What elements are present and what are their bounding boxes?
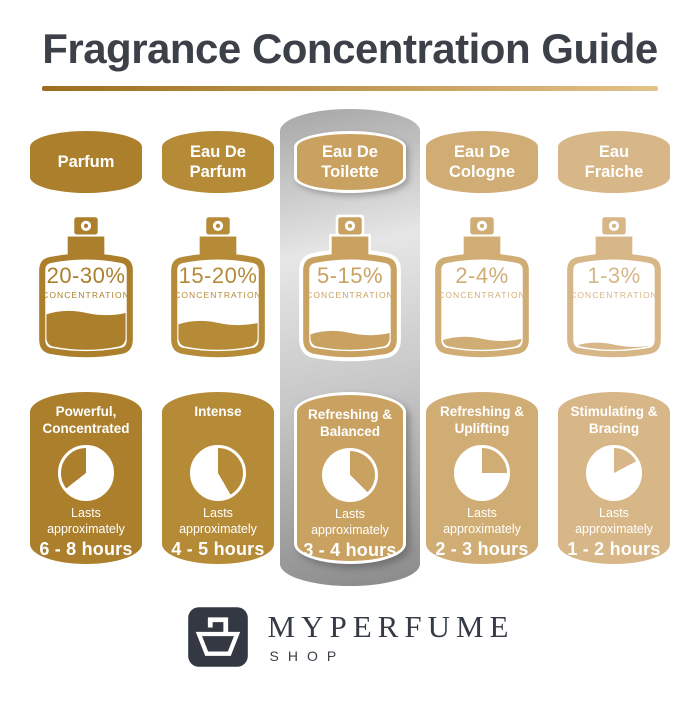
duration-card: Powerful, Concentrated Lasts approximate… [30, 392, 142, 565]
lasts-label: Lasts approximately [179, 506, 257, 536]
concentration-percent: 1-3% [587, 263, 641, 289]
scent-character-line2: Uplifting [454, 421, 510, 437]
logo-cap-icon [207, 617, 228, 635]
bottle-liquid [178, 321, 258, 350]
clock-pie-icon [322, 448, 378, 502]
scent-character-line1: Refreshing & [439, 404, 524, 420]
page-root: Fragrance Concentration Guide Parfum [0, 25, 700, 668]
bottle-graphic [299, 214, 401, 362]
lasts-label: Lasts approximately [575, 506, 653, 536]
category-cap: Eau De Toilette [294, 131, 406, 194]
bottle-collar [463, 236, 501, 257]
scent-character-line2: Balanced [319, 424, 380, 440]
category-name: Eau De Cologne [449, 143, 515, 182]
concentration-text: 5-15% CONCENTRATION [294, 263, 406, 301]
duration-card: Stimulating & Bracing Lasts approximatel… [558, 392, 670, 565]
scent-character-line2: Bracing [588, 421, 640, 437]
footer-brand: MYPERFUME SHOP [0, 606, 700, 668]
clock-pie-icon [454, 445, 510, 502]
scent-character-line1: Powerful, [55, 404, 117, 420]
concentration-percent: 5-15% [316, 263, 384, 289]
duration-value: 2 - 3 hours [435, 539, 529, 560]
lasts-label: Lasts approximately [443, 506, 521, 536]
scent-character-line1: Stimulating & [570, 404, 658, 420]
logo-background [187, 607, 248, 667]
brand-logo [187, 607, 248, 667]
bottle-graphic [167, 214, 269, 362]
concentration-text: 20-30% CONCENTRATION [30, 263, 142, 301]
lasts-label: Lasts approximately [311, 506, 389, 537]
title-underline [42, 86, 658, 92]
duration-value: 1 - 2 hours [567, 539, 661, 560]
concentration-label: CONCENTRATION [174, 290, 262, 301]
fragrance-column-parfum: Parfum [30, 131, 142, 565]
duration-card: Intense Lasts approximately 4 - 5 hours [162, 392, 274, 565]
fragrance-column-eau-de-cologne: Eau De Cologne [426, 131, 538, 565]
duration-value: 4 - 5 hours [171, 539, 265, 560]
bottle-collar [199, 236, 237, 257]
concentration-percent: 2-4% [455, 263, 509, 289]
clock-pie-icon [190, 445, 246, 502]
perfume-bottle-illustration: 1-3% CONCENTRATION [558, 213, 670, 366]
bottle-body [570, 256, 658, 355]
scent-character: Refreshing & Uplifting [440, 403, 524, 437]
lasts-label: Lasts approximately [47, 506, 125, 536]
duration-value: 6 - 8 hours [39, 539, 133, 560]
concentration-label: CONCENTRATION [438, 290, 526, 301]
fragrance-column-eau-fraiche: Eau Fraiche [558, 131, 670, 565]
scent-character-line1: Refreshing & [307, 407, 392, 423]
concentration-text: 15-20% CONCENTRATION [162, 263, 274, 301]
category-name: Eau De Toilette [321, 143, 379, 182]
bottle-liquid [46, 311, 126, 350]
category-name: Eau Fraiche [584, 143, 644, 182]
concentration-percent: 15-20% [178, 263, 258, 289]
concentration-percent: 20-30% [46, 263, 126, 289]
scent-character: Stimulating & Bracing [571, 403, 658, 437]
duration-card: Refreshing & Balanced Lasts approximatel… [294, 392, 406, 565]
category-cap: Eau De Cologne [426, 131, 538, 194]
bottle-body [306, 256, 394, 355]
fragrance-columns: Parfum [0, 109, 700, 587]
category-cap: Eau De Parfum [162, 131, 274, 194]
concentration-label: CONCENTRATION [570, 290, 658, 301]
fragrance-column-eau-de-parfum: Eau De Parfum [162, 131, 274, 565]
bottle-graphic [563, 214, 665, 362]
perfume-bottle-illustration: 2-4% CONCENTRATION [426, 213, 538, 366]
bottle-collar [67, 236, 105, 257]
category-cap: Parfum [30, 131, 142, 194]
fragrance-column-eau-de-toilette: Eau De Toilette [280, 109, 420, 587]
concentration-text: 2-4% CONCENTRATION [426, 263, 538, 301]
perfume-bottle-illustration: 20-30% CONCENTRATION [30, 213, 142, 366]
bottle-body [438, 256, 526, 355]
brand-text: MYPERFUME SHOP [268, 611, 515, 664]
brand-name: MYPERFUME [267, 608, 515, 644]
clock-pie-icon [58, 445, 114, 502]
bottle-collar [331, 236, 369, 257]
scent-character-line2: Concentrated [42, 421, 130, 437]
concentration-label: CONCENTRATION [42, 290, 130, 301]
category-name: Eau De Parfum [189, 143, 247, 182]
concentration-text: 1-3% CONCENTRATION [558, 263, 670, 301]
scent-character: Refreshing & Balanced [308, 406, 392, 440]
duration-value: 3 - 4 hours [303, 540, 397, 561]
page-title: Fragrance Concentration Guide [42, 25, 658, 72]
perfume-bottle-illustration: 5-15% CONCENTRATION [294, 213, 406, 366]
scent-character: Intense [194, 403, 241, 437]
scent-character-line1: Intense [194, 404, 242, 420]
category-name: Parfum [57, 153, 115, 172]
bottle-graphic [35, 214, 137, 362]
clock-pie-icon [586, 445, 642, 502]
brand-sub: SHOP [269, 647, 346, 664]
perfume-bottle-illustration: 15-20% CONCENTRATION [162, 213, 274, 366]
category-cap: Eau Fraiche [558, 131, 670, 194]
bottle-collar [595, 236, 633, 257]
concentration-label: CONCENTRATION [306, 290, 394, 301]
scent-character: Powerful, Concentrated [42, 403, 129, 437]
bottle-graphic [431, 214, 533, 362]
duration-card: Refreshing & Uplifting Lasts approximate… [426, 392, 538, 565]
